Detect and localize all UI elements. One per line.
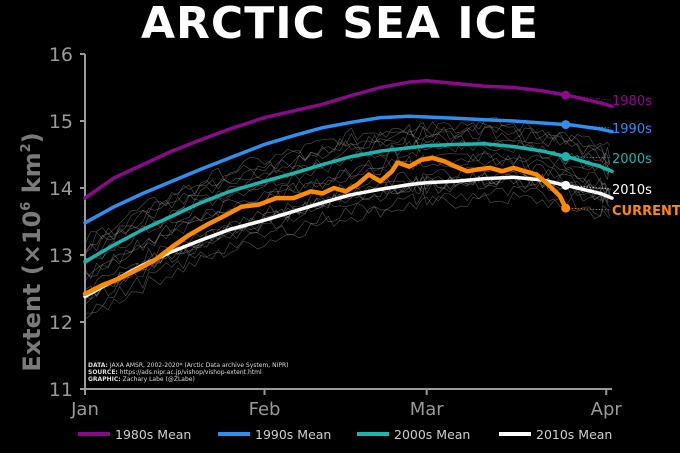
series-end-leader <box>565 207 612 211</box>
year-line <box>84 153 610 282</box>
x-tick-label: Mar <box>410 399 445 420</box>
legend-label: 2010s Mean <box>536 427 612 442</box>
year-line <box>84 185 610 314</box>
y-tick-label: 15 <box>49 111 73 133</box>
x-tick-label: Jan <box>70 399 99 420</box>
series-end-label: 2000s <box>612 152 652 167</box>
y-axis-label: Extent (×106 km2) <box>18 132 46 371</box>
y-tick-label: 14 <box>49 178 73 200</box>
series-line <box>83 142 614 264</box>
series-end-label: 2010s <box>612 183 652 198</box>
legend-label: 1980s Mean <box>115 427 191 442</box>
legend-label: 1990s Mean <box>255 427 331 442</box>
series-end-label: CURRENT <box>612 204 680 219</box>
chart-title: ARCTIC SEA ICE <box>140 0 540 49</box>
y-tick-label: 12 <box>49 312 73 334</box>
year-line <box>84 125 610 253</box>
x-tick-label: Apr <box>591 399 623 420</box>
year-line <box>84 177 610 297</box>
axes: 11 12 13 14 15 16 Jan Feb Mar Apr <box>49 44 623 420</box>
year-line <box>84 125 610 256</box>
series-lines <box>82 79 614 299</box>
series-line <box>82 155 568 297</box>
series-line <box>83 175 614 299</box>
year-line <box>84 121 610 253</box>
year-line <box>84 150 610 280</box>
legend: 1980s Mean 1990s Mean 2000s Mean 2010s Mean <box>78 427 612 442</box>
year-line <box>84 191 610 320</box>
source-note: DATA: JAXA AMSR, 2002-2020* (Arctic Data… <box>88 362 289 383</box>
series-end-labels: 1980s 1990s 2000s 2010s CURRENT <box>561 90 680 219</box>
year-line <box>84 152 610 277</box>
series-line <box>83 114 614 225</box>
legend-label: 2000s Mean <box>394 427 470 442</box>
year-line <box>84 116 610 244</box>
series-end-label: 1990s <box>612 122 652 137</box>
series-line <box>83 79 614 200</box>
year-line <box>84 173 610 303</box>
series-end-label: 1980s <box>612 94 652 109</box>
y-tick-label: 11 <box>49 379 73 401</box>
x-tick-label: Feb <box>249 399 281 420</box>
y-tick-label: 13 <box>49 245 73 267</box>
y-tick-label: 16 <box>49 44 73 66</box>
